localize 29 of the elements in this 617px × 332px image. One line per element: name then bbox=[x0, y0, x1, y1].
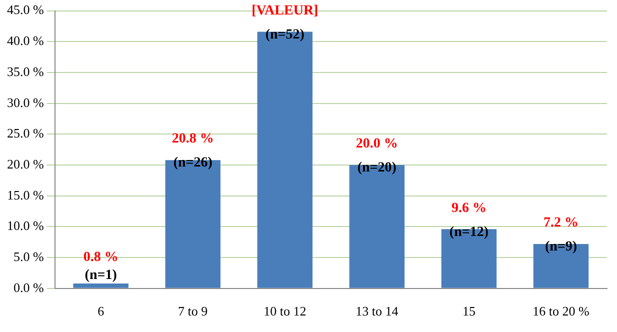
data-label: 0.8 % bbox=[83, 250, 118, 266]
y-tick-label: 45.0 % bbox=[6, 2, 44, 18]
annotation: (n=26) bbox=[173, 156, 213, 171]
annotation: (n=20) bbox=[357, 160, 397, 176]
y-tick-label: 20.0 % bbox=[6, 156, 44, 172]
x-tick-label: 7 to 9 bbox=[178, 304, 208, 319]
annotation: (n=1) bbox=[84, 268, 118, 284]
data-label: 9.6 % bbox=[451, 200, 486, 216]
data-label: 20.8 % bbox=[172, 132, 214, 147]
y-tick-label: 0.0 % bbox=[13, 280, 44, 295]
data-label: 7.2 % bbox=[543, 216, 578, 231]
x-tick-label: 13 to 14 bbox=[356, 304, 399, 319]
y-tick-label: 35.0 % bbox=[6, 64, 44, 79]
x-tick-label: 6 bbox=[98, 304, 105, 319]
y-tick-label: 25.0 % bbox=[6, 126, 44, 141]
y-tick-label: 5.0 % bbox=[13, 248, 44, 264]
x-tick-label: 15 bbox=[462, 304, 476, 319]
annotation: (n=12) bbox=[449, 224, 489, 240]
annotation: (n=9) bbox=[544, 240, 578, 255]
y-tick-label: 15.0 % bbox=[6, 187, 44, 202]
data-label: [VALEUR] bbox=[252, 3, 318, 18]
data-label: 20.0 % bbox=[356, 136, 398, 152]
y-tick-label: 30.0 % bbox=[6, 94, 44, 110]
y-tick-label: 40.0 % bbox=[6, 33, 44, 48]
x-tick-label: 10 to 12 bbox=[264, 304, 306, 319]
bar bbox=[73, 283, 128, 288]
x-tick-label: 16 to 20 % bbox=[532, 304, 590, 319]
y-tick-label: 10.0 % bbox=[6, 218, 44, 234]
annotation: (n=52) bbox=[265, 27, 305, 42]
